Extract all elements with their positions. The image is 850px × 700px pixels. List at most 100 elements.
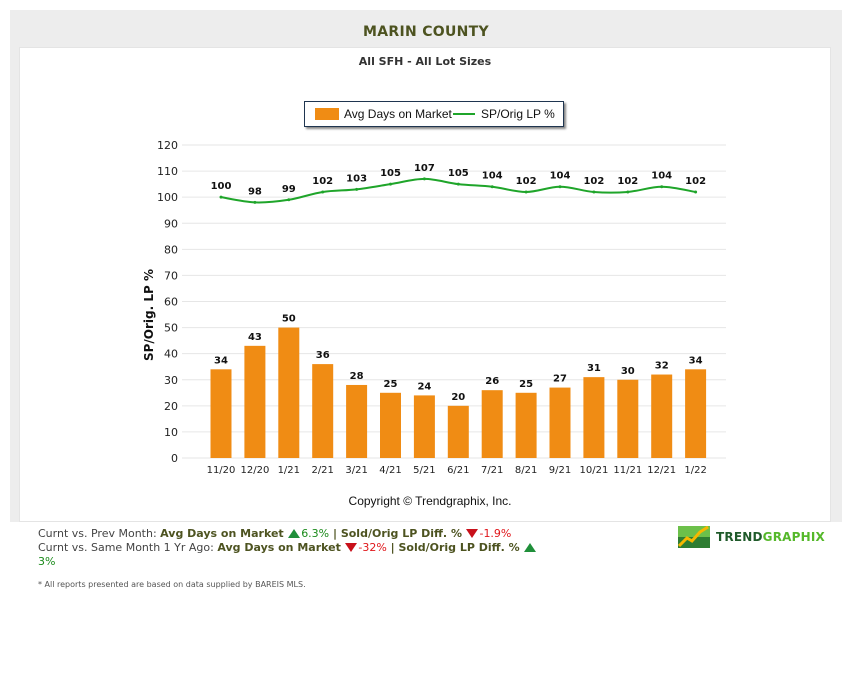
- bar: [312, 364, 334, 458]
- legend-label: SP/Orig LP %: [481, 107, 555, 121]
- x-tick-label: 11/20: [207, 465, 236, 476]
- x-tick-label: 6/21: [447, 465, 469, 476]
- y-tick-label: 30: [164, 374, 178, 387]
- chart-subtitle: All SFH - All Lot Sizes: [358, 55, 492, 68]
- line-point: [355, 187, 359, 191]
- x-tick-label: 1/22: [684, 465, 706, 476]
- bar-data-label: 20: [451, 392, 465, 403]
- y-tick-label: 100: [157, 191, 178, 204]
- bar: [515, 392, 537, 458]
- x-tick-label: 9/21: [549, 465, 571, 476]
- bar-data-label: 30: [621, 366, 635, 377]
- line-series: [219, 177, 698, 204]
- x-tick-label: 12/20: [240, 465, 269, 476]
- copyright-text: Copyright © Trendgraphix, Inc.: [348, 494, 512, 508]
- bar-data-labels: 34 43 50 36 28 25 24 20 26 25 27 31 30 32 34: [214, 314, 703, 403]
- legend-item-sp-orig-lp: SP/Orig LP %: [453, 107, 555, 121]
- x-tick-label: 2/21: [311, 465, 333, 476]
- bar: [583, 377, 605, 458]
- x-axis-ticks: 11/20 12/20 1/21 2/21 3/21 4/21 5/21 6/21 7/21 8/…: [207, 465, 707, 476]
- line-data-label: 102: [312, 176, 333, 187]
- line-data-label: 102: [516, 176, 537, 187]
- line-data-label: 102: [617, 176, 638, 187]
- line-point: [524, 190, 528, 194]
- stats-value: 6.3%: [301, 527, 330, 540]
- bar-data-label: 43: [248, 332, 262, 343]
- y-tick-label: 50: [164, 322, 178, 335]
- legend-label: Avg Days on Market: [344, 107, 452, 121]
- stats-metric: Avg Days on Market: [217, 541, 341, 554]
- chart-legend: Avg Days on Market SP/Orig LP %: [304, 101, 564, 127]
- line-point: [626, 190, 630, 194]
- y-tick-label: 90: [164, 217, 178, 230]
- stats-value: -1.9%: [479, 527, 512, 540]
- line-point: [456, 182, 460, 186]
- stats-metric: Sold/Orig LP Diff. %: [398, 541, 520, 554]
- bar-data-label: 24: [417, 381, 431, 392]
- stats-year-ago: Curnt vs. Same Month 1 Yr Ago: Avg Days …: [38, 541, 538, 569]
- down-arrow-icon: [466, 529, 479, 538]
- y-axis-label: SP/Orig. LP %: [142, 269, 156, 361]
- up-arrow-icon: [288, 529, 301, 538]
- bar-data-label: 50: [282, 314, 296, 325]
- bar: [549, 387, 571, 458]
- line-point: [694, 190, 698, 194]
- bar-data-label: 26: [485, 376, 499, 387]
- bar-data-label: 27: [553, 374, 567, 385]
- bar-data-label: 25: [519, 379, 533, 390]
- line-data-label: 104: [651, 171, 672, 182]
- logo-text-part1: TREND: [716, 530, 763, 544]
- line-data-label: 107: [414, 163, 435, 174]
- line-point: [321, 190, 325, 194]
- legend-bar-swatch: [315, 108, 339, 120]
- bar-data-label: 34: [214, 355, 228, 366]
- legend-line-swatch: [453, 113, 475, 115]
- line-point: [592, 190, 596, 194]
- line-data-label: 104: [550, 171, 571, 182]
- down-arrow-icon: [345, 543, 358, 552]
- bar: [244, 345, 266, 458]
- line-point: [490, 185, 494, 189]
- x-tick-label: 1/21: [278, 465, 300, 476]
- line-data-label: 104: [482, 171, 503, 182]
- line-data-label: 99: [282, 184, 296, 195]
- up-arrow-icon: [524, 543, 537, 552]
- bar: [346, 384, 368, 458]
- bar: [447, 405, 469, 458]
- x-tick-label: 12/21: [647, 465, 676, 476]
- bar: [617, 379, 639, 458]
- line-data-label: 100: [211, 181, 232, 192]
- line-point: [287, 198, 291, 202]
- data-source-footnote: * All reports presented are based on dat…: [38, 580, 306, 589]
- y-tick-label: 0: [171, 452, 178, 465]
- stats-value: -32%: [358, 541, 387, 554]
- bar: [651, 374, 673, 458]
- y-axis-ticks: 0 10 20 30 40 50 60 70 80 90 100 110 120: [157, 139, 178, 465]
- bar: [685, 369, 707, 458]
- legend-item-days-on-market: Avg Days on Market: [315, 107, 452, 121]
- bar: [413, 395, 435, 458]
- logo-text: TRENDGRAPHIX: [716, 530, 825, 544]
- stats-metric: Avg Days on Market: [160, 527, 284, 540]
- bar-data-label: 31: [587, 363, 601, 374]
- x-tick-label: 5/21: [413, 465, 435, 476]
- trendgraphix-logo: TRENDGRAPHIX: [678, 526, 825, 548]
- bar-series: [210, 327, 707, 458]
- line-point: [558, 185, 562, 189]
- x-tick-label: 3/21: [345, 465, 367, 476]
- stats-label: Curnt vs. Prev Month:: [38, 527, 161, 540]
- y-tick-label: 40: [164, 348, 178, 361]
- y-tick-label: 60: [164, 296, 178, 309]
- y-tick-label: 10: [164, 426, 178, 439]
- line-point: [660, 185, 664, 189]
- bar-data-label: 28: [350, 371, 364, 382]
- logo-text-part2: GRAPHIX: [762, 530, 825, 544]
- y-tick-label: 20: [164, 400, 178, 413]
- bar-data-label: 36: [316, 350, 330, 361]
- x-tick-label: 10/21: [579, 465, 608, 476]
- stats-value: 3%: [38, 555, 56, 568]
- separator: |: [329, 527, 341, 540]
- bar: [278, 327, 300, 458]
- x-tick-label: 11/21: [613, 465, 642, 476]
- line-data-label: 105: [448, 168, 469, 179]
